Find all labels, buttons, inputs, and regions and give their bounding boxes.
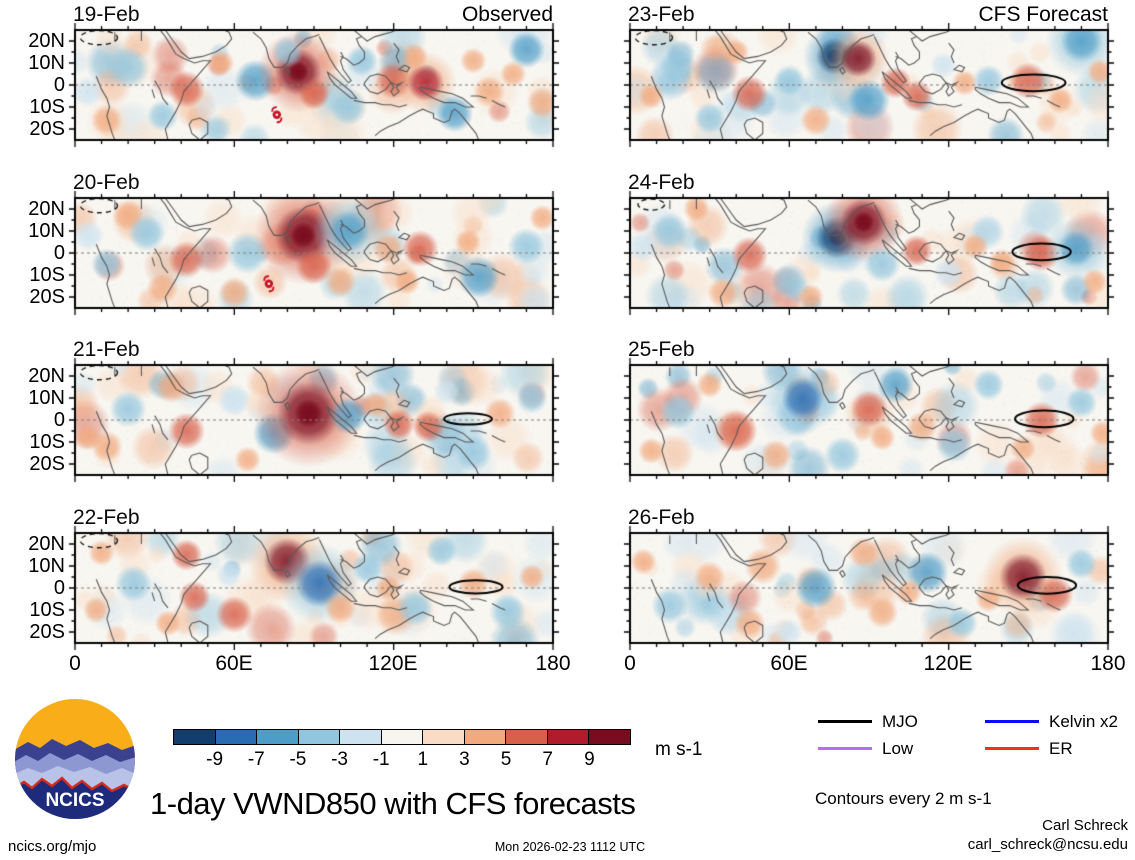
map-panel-25-feb [620, 355, 1118, 485]
footer-timestamp: Mon 2026-02-23 1112 UTC [494, 840, 646, 854]
y-axis-label: 20N [28, 198, 65, 220]
colorbar-cell [546, 729, 590, 745]
colorbar-cell [380, 729, 424, 745]
logo-base [15, 778, 135, 819]
y-axis-label: 10N [28, 555, 65, 577]
map-panel-20-feb [65, 188, 563, 318]
colorbar-cell [339, 729, 382, 745]
map-panel-23-feb [620, 20, 1118, 150]
y-axis-label: 0 [53, 74, 65, 96]
map-panel-22-feb [65, 523, 563, 653]
colorbar-tick-label: 1 [417, 749, 429, 770]
y-axis-label: 20N [28, 533, 65, 555]
colorbar-tick-label: -1 [372, 749, 390, 770]
legend-label-mjo: MJO [882, 712, 918, 731]
colorbar-tick-label: 7 [542, 749, 553, 770]
credit-name: Carl Schreck [1042, 817, 1128, 834]
x-axis-label: 60E [215, 652, 253, 675]
colorbar-cell [463, 729, 507, 745]
panel-date-label: 20-Feb [73, 171, 140, 194]
panel-date-label: 22-Feb [73, 506, 140, 529]
y-axis-label: 10N [28, 387, 65, 409]
map-panel-24-feb [620, 188, 1118, 318]
footer-url: ncics.org/mjo [8, 838, 97, 855]
y-axis-label: 0 [53, 409, 65, 431]
colorbar-cell [214, 729, 258, 745]
colorbar-tick-label: -3 [331, 749, 348, 770]
legend-label-kelvin-x2: Kelvin x2 [1049, 712, 1118, 731]
ncics-logo: NCICS [15, 699, 135, 819]
y-axis-label: 20N [28, 365, 65, 387]
y-axis-label: 20N [28, 30, 65, 52]
legend-line-low [818, 747, 872, 750]
panel-date-label: 21-Feb [73, 338, 140, 361]
colorbar-cell [588, 729, 632, 745]
x-axis-label: 180 [535, 652, 571, 675]
map-panel-21-feb [65, 355, 563, 485]
colorbar-tick-label: 3 [459, 749, 470, 770]
y-axis-label: 10S [29, 599, 65, 621]
colorbar-tick-label: -7 [247, 749, 265, 770]
y-axis-label: 10N [28, 52, 65, 74]
y-axis-label: 20S [29, 453, 65, 475]
credit-email: carl_schreck@ncsu.edu [967, 836, 1128, 853]
column-header-observed: Observed [461, 3, 553, 26]
colorbar-tick-label: -5 [289, 749, 307, 770]
panel-date-label: 24-Feb [628, 171, 695, 194]
colorbar-tick-label: 9 [584, 749, 595, 770]
colorbar [173, 729, 632, 745]
colorbar-cell [173, 729, 216, 745]
figure-title: 1-day VWND850 with CFS forecasts [150, 786, 636, 821]
colorbar-tick-label: 5 [500, 749, 512, 770]
legend-label-er: ER [1049, 739, 1073, 758]
panel-date-label: 26-Feb [628, 506, 695, 529]
colorbar-tick-label: -9 [206, 749, 224, 770]
y-axis-label: 20S [29, 118, 65, 140]
y-axis-label: 10N [28, 220, 65, 242]
colorbar-cell [256, 729, 299, 745]
colorbar-units: m s-1 [655, 739, 703, 760]
x-axis-label: 0 [624, 652, 636, 675]
legend-line-mjo [818, 720, 872, 723]
x-axis-label: 0 [69, 652, 81, 675]
contour-note: Contours every 2 m s-1 [815, 789, 992, 808]
x-axis-label: 60E [770, 652, 808, 675]
legend-label-low: Low [882, 739, 914, 758]
colorbar-cell [505, 729, 548, 745]
map-panel-19-feb [65, 20, 563, 150]
map-panel-26-feb [620, 523, 1118, 653]
panel-date-label: 19-Feb [73, 3, 140, 26]
colorbar-cell [297, 729, 341, 745]
y-axis-label: 20S [29, 621, 65, 643]
x-axis-label: 180 [1090, 652, 1126, 675]
x-axis-label: 120E [368, 652, 418, 675]
x-axis-label: 120E [923, 652, 973, 675]
logo-red-ridge-line [15, 776, 135, 793]
y-axis-label: 10S [29, 96, 65, 118]
legend-line-er [985, 747, 1039, 750]
column-header-forecast: CFS Forecast [978, 3, 1108, 26]
y-axis-label: 10S [29, 431, 65, 453]
y-axis-label: 10S [29, 264, 65, 286]
colorbar-cell [422, 729, 465, 745]
legend-line-kelvin-x2 [985, 720, 1039, 723]
y-axis-label: 0 [53, 577, 65, 599]
y-axis-label: 0 [53, 242, 65, 264]
y-axis-label: 20S [29, 286, 65, 308]
panel-date-label: 25-Feb [628, 338, 695, 361]
logo-text: NCICS [45, 790, 104, 811]
panel-date-label: 23-Feb [628, 3, 695, 26]
